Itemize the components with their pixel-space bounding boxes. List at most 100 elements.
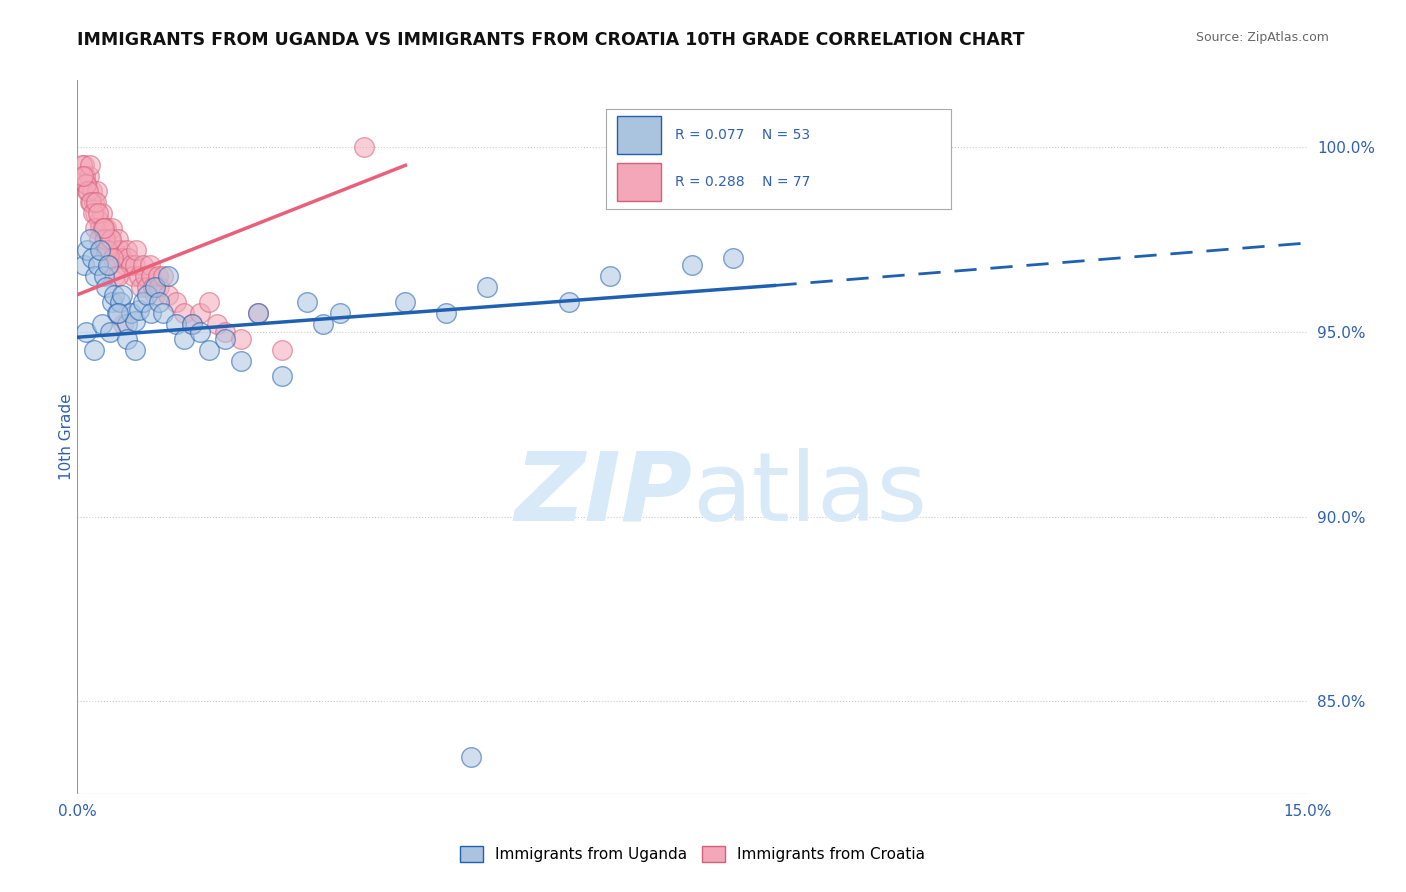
Point <box>558 295 581 310</box>
Point <box>143 280 166 294</box>
Text: IMMIGRANTS FROM UGANDA VS IMMIGRANTS FROM CROATIA 10TH GRADE CORRELATION CHART: IMMIGRANTS FROM UGANDA VS IMMIGRANTS FRO… <box>77 31 1025 49</box>
Point <box>125 244 148 258</box>
Point <box>188 306 212 320</box>
Point <box>599 269 621 284</box>
Point <box>91 221 114 235</box>
Point <box>82 251 104 265</box>
Point <box>152 306 174 320</box>
Point <box>83 221 105 235</box>
Point <box>165 318 187 332</box>
Point <box>124 343 146 358</box>
Point <box>312 318 335 332</box>
Point <box>271 369 294 384</box>
Point <box>90 206 114 220</box>
Point <box>77 169 100 184</box>
Point <box>246 306 269 320</box>
Point <box>77 184 100 198</box>
Point <box>87 214 110 228</box>
Point <box>108 244 131 258</box>
Point <box>82 206 104 220</box>
Point <box>70 169 93 184</box>
Point <box>120 258 142 272</box>
Point <box>394 295 416 310</box>
Point <box>214 332 236 346</box>
Point <box>75 325 97 339</box>
Legend: Immigrants from Uganda, Immigrants from Croatia: Immigrants from Uganda, Immigrants from … <box>454 840 931 868</box>
Point <box>246 306 269 320</box>
Point <box>75 177 97 191</box>
Point <box>89 232 111 246</box>
Point <box>111 287 134 301</box>
Point <box>122 269 145 284</box>
Point <box>214 325 236 339</box>
Point <box>173 306 195 320</box>
Point <box>120 306 142 320</box>
Point <box>156 287 179 301</box>
Point <box>94 280 117 294</box>
Point <box>79 195 101 210</box>
Point <box>98 325 121 339</box>
Point <box>94 232 117 246</box>
Point <box>197 295 219 310</box>
Point <box>105 306 128 320</box>
Point <box>138 258 160 272</box>
Point <box>90 318 114 332</box>
Point <box>329 306 352 320</box>
Point <box>72 169 94 184</box>
Point <box>73 169 96 184</box>
Point <box>73 258 96 272</box>
Point <box>723 251 745 265</box>
Point <box>181 318 204 332</box>
Point <box>107 269 129 284</box>
Point <box>75 177 97 191</box>
Point <box>107 232 129 246</box>
Point <box>107 306 129 320</box>
Point <box>111 251 134 265</box>
Point <box>114 258 136 272</box>
Point <box>97 244 120 258</box>
Point <box>156 269 179 284</box>
Point <box>181 318 204 332</box>
Point <box>477 280 499 294</box>
Point <box>132 295 155 310</box>
Point <box>142 280 165 294</box>
Point <box>460 750 482 764</box>
Point <box>103 244 125 258</box>
Point <box>83 195 105 210</box>
Point <box>124 313 146 327</box>
Point <box>136 280 159 294</box>
Point <box>101 295 124 310</box>
Point <box>89 221 111 235</box>
Text: atlas: atlas <box>693 448 928 541</box>
Point <box>231 332 253 346</box>
Point <box>131 280 153 294</box>
Point <box>128 269 150 284</box>
Point <box>93 269 115 284</box>
Point <box>84 269 107 284</box>
Point <box>101 221 124 235</box>
Point <box>146 269 169 284</box>
Point <box>89 244 111 258</box>
Point <box>76 184 98 198</box>
Point <box>141 306 163 320</box>
Point <box>295 295 318 310</box>
Point <box>115 244 138 258</box>
Point <box>173 332 195 346</box>
Point <box>143 287 166 301</box>
Point <box>134 269 156 284</box>
Point <box>132 258 155 272</box>
Point <box>112 318 135 332</box>
Point <box>100 232 122 246</box>
Point <box>436 306 458 320</box>
Point <box>128 302 150 317</box>
Point <box>682 258 704 272</box>
Point <box>136 287 159 301</box>
Point <box>148 280 170 294</box>
Point <box>148 295 170 310</box>
Text: ZIP: ZIP <box>515 448 693 541</box>
Point <box>98 258 121 272</box>
Point <box>97 258 120 272</box>
Point <box>165 295 187 310</box>
Point <box>96 244 118 258</box>
Point <box>90 244 112 258</box>
